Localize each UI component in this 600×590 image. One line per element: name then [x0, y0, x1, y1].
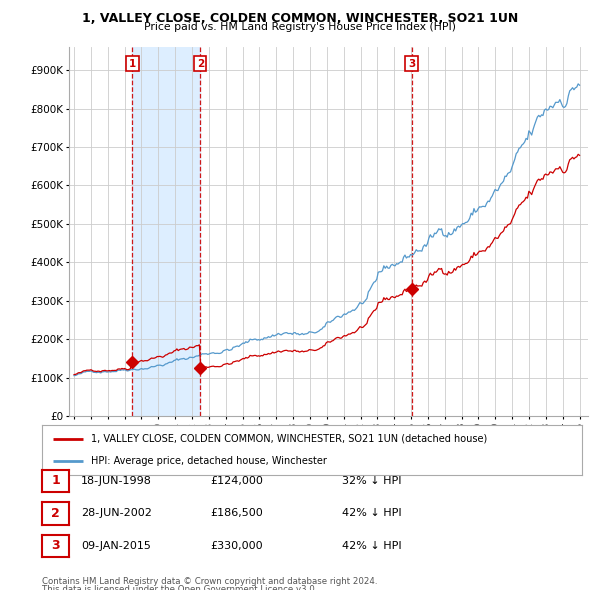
Text: Price paid vs. HM Land Registry's House Price Index (HPI): Price paid vs. HM Land Registry's House …: [144, 22, 456, 32]
Text: 1: 1: [51, 474, 60, 487]
Text: Contains HM Land Registry data © Crown copyright and database right 2024.: Contains HM Land Registry data © Crown c…: [42, 577, 377, 586]
Text: £186,500: £186,500: [210, 509, 263, 518]
Text: 2: 2: [51, 507, 60, 520]
Text: 18-JUN-1998: 18-JUN-1998: [81, 476, 152, 486]
Text: 3: 3: [51, 539, 60, 552]
Text: 3: 3: [408, 59, 415, 69]
Text: 32% ↓ HPI: 32% ↓ HPI: [342, 476, 401, 486]
Text: This data is licensed under the Open Government Licence v3.0.: This data is licensed under the Open Gov…: [42, 585, 317, 590]
Text: 1, VALLEY CLOSE, COLDEN COMMON, WINCHESTER, SO21 1UN (detached house): 1, VALLEY CLOSE, COLDEN COMMON, WINCHEST…: [91, 434, 487, 444]
Text: 42% ↓ HPI: 42% ↓ HPI: [342, 509, 401, 518]
Text: 1, VALLEY CLOSE, COLDEN COMMON, WINCHESTER, SO21 1UN: 1, VALLEY CLOSE, COLDEN COMMON, WINCHEST…: [82, 12, 518, 25]
Text: 42% ↓ HPI: 42% ↓ HPI: [342, 541, 401, 550]
Text: 2: 2: [197, 59, 204, 69]
Text: £124,000: £124,000: [210, 476, 263, 486]
Bar: [133, 47, 200, 416]
Text: 28-JUN-2002: 28-JUN-2002: [81, 509, 152, 518]
Text: 09-JAN-2015: 09-JAN-2015: [81, 541, 151, 550]
Text: £330,000: £330,000: [210, 541, 263, 550]
Text: HPI: Average price, detached house, Winchester: HPI: Average price, detached house, Winc…: [91, 456, 326, 466]
Text: 1: 1: [129, 59, 136, 69]
